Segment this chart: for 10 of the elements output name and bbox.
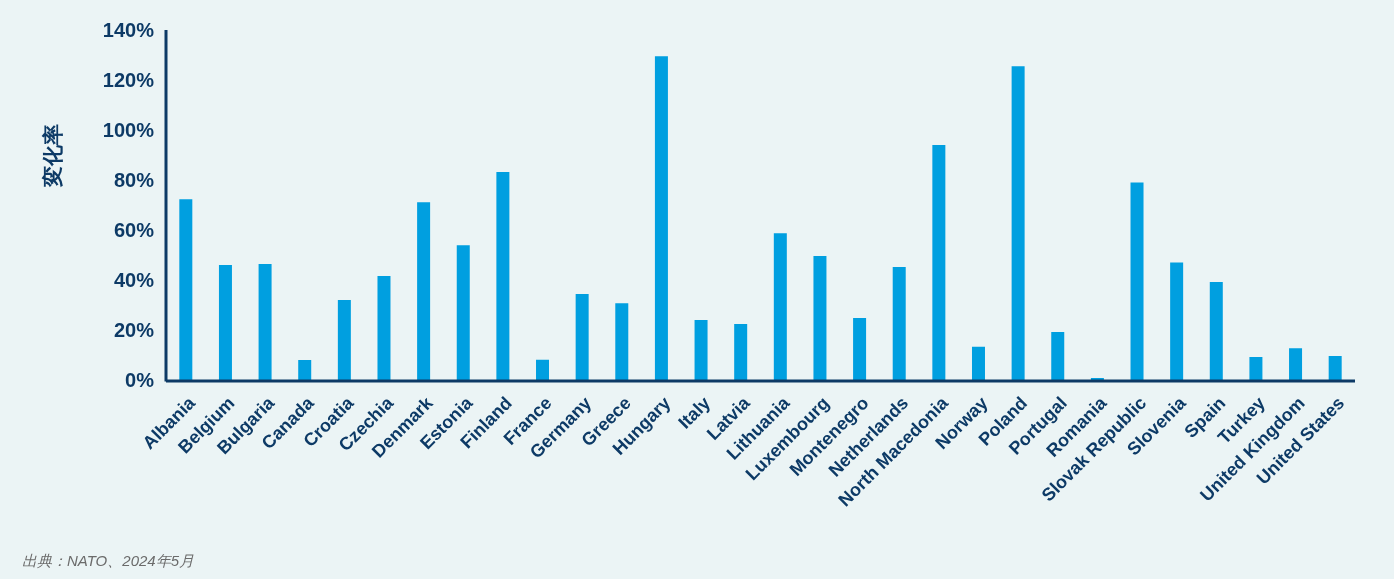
y-tick-label: 60% xyxy=(113,219,155,241)
y-tick-label: 40% xyxy=(113,269,155,291)
source-note: 出典：NATO、2024年5月 xyxy=(22,552,194,569)
y-tick-label: 0% xyxy=(125,369,155,391)
y-tick-label: 80% xyxy=(113,169,155,191)
y-tick-label: 100% xyxy=(102,119,155,141)
y-tick-label: 120% xyxy=(102,69,155,91)
y-axis-title: 変化率 xyxy=(40,123,64,188)
y-tick-label: 20% xyxy=(113,319,155,341)
y-tick-label: 140% xyxy=(102,19,155,41)
